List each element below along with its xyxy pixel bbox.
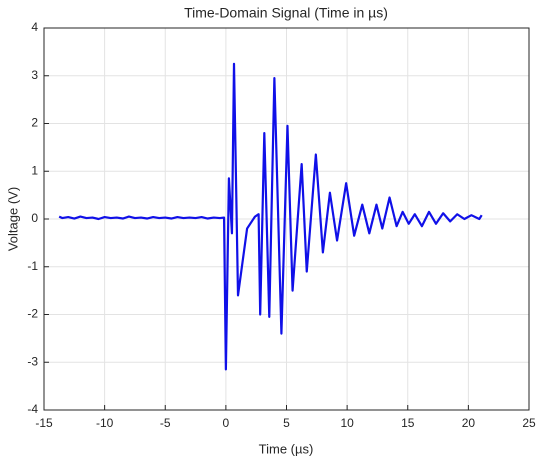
x-tick-label: -5 bbox=[160, 416, 171, 430]
signal-line bbox=[58, 62, 483, 371]
x-tick-label: -15 bbox=[35, 416, 53, 430]
x-tick-label: 20 bbox=[462, 416, 476, 430]
x-tick-label: 5 bbox=[283, 416, 290, 430]
y-tick-label: 4 bbox=[31, 20, 38, 34]
x-tick-label: 10 bbox=[340, 416, 354, 430]
x-tick-label: -10 bbox=[96, 416, 114, 430]
y-tick-label: -1 bbox=[27, 259, 38, 273]
chart-title: Time-Domain Signal (Time in µs) bbox=[184, 5, 388, 21]
y-tick-label: 0 bbox=[31, 211, 38, 225]
y-tick-label: -4 bbox=[27, 402, 38, 416]
y-tick-label: 1 bbox=[31, 163, 38, 177]
x-tick-label: 15 bbox=[401, 416, 415, 430]
x-tick-label: 0 bbox=[223, 416, 230, 430]
y-tick-label: 2 bbox=[31, 116, 38, 130]
y-axis-label: Voltage (V) bbox=[5, 187, 20, 251]
x-tick-label: 25 bbox=[522, 416, 536, 430]
x-axis-label: Time (µs) bbox=[259, 441, 314, 456]
y-tick-label: 3 bbox=[31, 68, 38, 82]
plot-frame bbox=[43, 27, 530, 411]
y-tick-label: -3 bbox=[27, 354, 38, 368]
y-tick-label: -2 bbox=[27, 307, 38, 321]
